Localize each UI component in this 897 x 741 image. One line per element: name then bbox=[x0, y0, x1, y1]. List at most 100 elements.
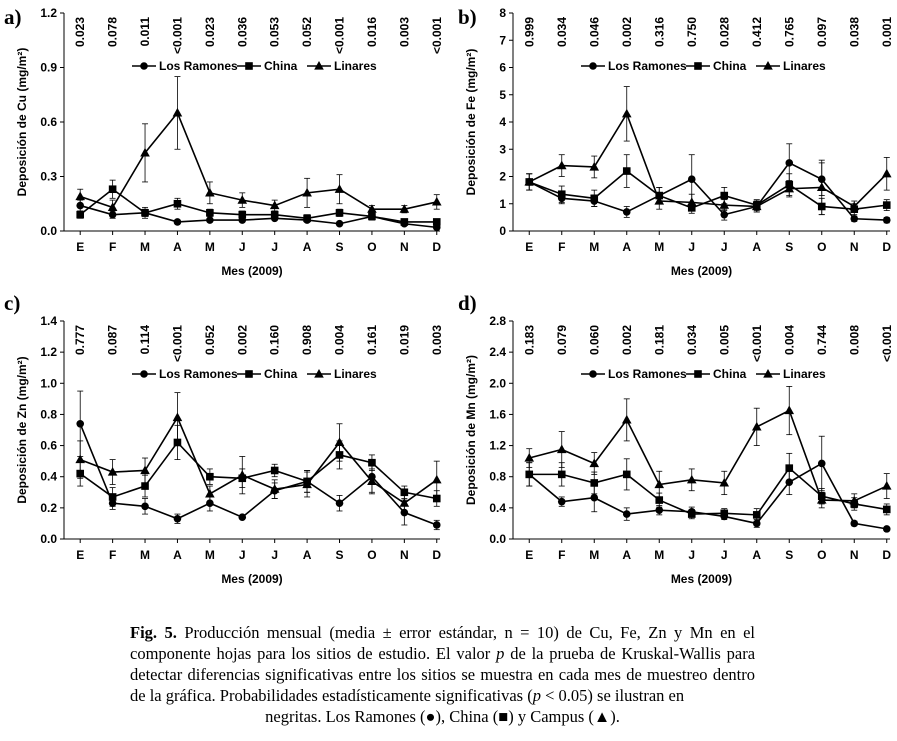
data-point bbox=[108, 185, 117, 194]
legend-marker bbox=[694, 370, 702, 378]
x-tick-label: E bbox=[76, 240, 84, 254]
y-tick-label: 6 bbox=[499, 61, 506, 75]
data-point bbox=[622, 167, 631, 175]
x-tick-label: N bbox=[850, 240, 859, 254]
x-tick-label: J bbox=[271, 240, 278, 254]
data-point bbox=[525, 470, 534, 479]
data-point bbox=[432, 218, 441, 226]
legend-label: Los Ramones bbox=[159, 367, 238, 381]
x-tick-label: O bbox=[367, 548, 376, 562]
legend-label: Linares bbox=[783, 367, 826, 381]
panel-label: a) bbox=[4, 5, 22, 29]
p-value-label: 0.744 bbox=[815, 325, 829, 355]
x-tick-label: J bbox=[688, 240, 695, 254]
x-tick-label: M bbox=[140, 240, 150, 254]
figure-panels: a) 0.0 0.3 0.6 0.9 1.2 E F M A M J J A S O N D Mes (2009) D… bbox=[4, 5, 894, 586]
legend-label: Los Ramones bbox=[608, 367, 687, 381]
p-value-label: 0.908 bbox=[300, 325, 314, 355]
x-tick-label: M bbox=[654, 240, 664, 254]
data-point bbox=[720, 210, 729, 219]
data-point bbox=[269, 484, 280, 493]
panel-label: c) bbox=[4, 291, 20, 315]
figure-caption: Fig. 5. Producción mensual (media ± erro… bbox=[130, 622, 755, 727]
x-axis-title: Mes (2009) bbox=[671, 264, 732, 278]
data-point bbox=[335, 209, 344, 217]
x-tick-label: J bbox=[271, 548, 278, 562]
data-point bbox=[141, 209, 149, 217]
data-point bbox=[850, 519, 859, 528]
y-tick-label: 2.0 bbox=[489, 376, 506, 390]
data-point bbox=[556, 160, 567, 170]
x-tick-label: A bbox=[303, 240, 312, 254]
data-point bbox=[687, 175, 696, 184]
legend-marker bbox=[314, 369, 324, 378]
data-point bbox=[589, 161, 600, 171]
series-china bbox=[76, 424, 441, 507]
x-axis-title: Mes (2009) bbox=[221, 572, 282, 586]
data-point bbox=[400, 488, 409, 497]
data-point bbox=[785, 159, 794, 167]
x-tick-label: M bbox=[589, 240, 599, 254]
y-tick-label: 0.0 bbox=[489, 532, 506, 546]
data-point bbox=[302, 187, 312, 197]
data-point bbox=[270, 466, 279, 475]
data-point bbox=[622, 510, 631, 518]
y-tick-label: 1.6 bbox=[489, 407, 506, 421]
p-value-label: 0.034 bbox=[555, 17, 569, 47]
p-value-label: 0.316 bbox=[652, 17, 666, 47]
x-tick-label: M bbox=[589, 548, 599, 562]
data-point bbox=[399, 498, 410, 507]
x-tick-label: M bbox=[205, 548, 215, 562]
data-point bbox=[173, 199, 182, 208]
data-point bbox=[172, 412, 183, 422]
data-point bbox=[238, 210, 247, 219]
p-value-label: 0.181 bbox=[652, 325, 666, 355]
p-value-label: 0.114 bbox=[138, 325, 152, 355]
data-point bbox=[882, 201, 891, 209]
y-tick-label: 0.6 bbox=[40, 115, 57, 129]
data-point bbox=[432, 521, 441, 529]
data-point bbox=[107, 467, 118, 476]
legend-label: Linares bbox=[783, 59, 826, 73]
series-line bbox=[79, 423, 438, 526]
data-point bbox=[654, 479, 665, 489]
x-tick-label: J bbox=[721, 240, 728, 254]
x-tick-label: A bbox=[173, 548, 182, 562]
p-value-label: 0.036 bbox=[235, 17, 249, 47]
x-tick-label: M bbox=[654, 548, 664, 562]
series-linares bbox=[524, 385, 892, 509]
series-linares bbox=[524, 86, 892, 216]
p-value-label: 0.053 bbox=[268, 17, 282, 47]
y-tick-label: 0.0 bbox=[40, 224, 57, 238]
x-tick-label: O bbox=[367, 240, 376, 254]
data-point bbox=[334, 184, 345, 193]
data-point bbox=[720, 191, 729, 200]
data-point bbox=[882, 505, 891, 514]
x-tick-label: S bbox=[336, 548, 344, 562]
data-point bbox=[237, 470, 248, 479]
y-tick-label: 0.9 bbox=[40, 61, 57, 75]
series-line bbox=[79, 188, 437, 223]
x-tick-label: J bbox=[239, 240, 246, 254]
p-value-label: 0.002 bbox=[620, 325, 634, 355]
data-point bbox=[107, 202, 118, 211]
chart-panel-2: b) 0 1 2 3 4 5 6 7 8 E F M A M J J A S O N D Mes (2009) Deposic… bbox=[458, 5, 894, 278]
caption-label: Fig. 5. bbox=[130, 623, 177, 642]
x-axis-title: Mes (2009) bbox=[671, 572, 732, 586]
y-tick-label: 2.8 bbox=[489, 314, 506, 328]
data-point bbox=[590, 493, 599, 502]
p-value-label: 0.004 bbox=[333, 325, 347, 355]
legend-marker bbox=[763, 369, 773, 378]
x-tick-label: N bbox=[400, 548, 409, 562]
data-point bbox=[524, 176, 535, 186]
y-axis-title: Deposición de Mn (mg/m²) bbox=[464, 355, 478, 505]
p-value-label: 0.023 bbox=[73, 17, 87, 47]
p-value-label: 0.412 bbox=[750, 17, 764, 47]
series-los-ramones bbox=[76, 390, 441, 531]
p-value-label: 0.078 bbox=[106, 17, 120, 47]
series-line bbox=[528, 161, 887, 221]
data-point bbox=[75, 454, 86, 464]
y-tick-label: 0.4 bbox=[489, 501, 506, 515]
p-value-label: 0.079 bbox=[555, 325, 569, 355]
caption-text-end: negritas. Los Ramones (●), China (■) y C… bbox=[265, 707, 620, 726]
